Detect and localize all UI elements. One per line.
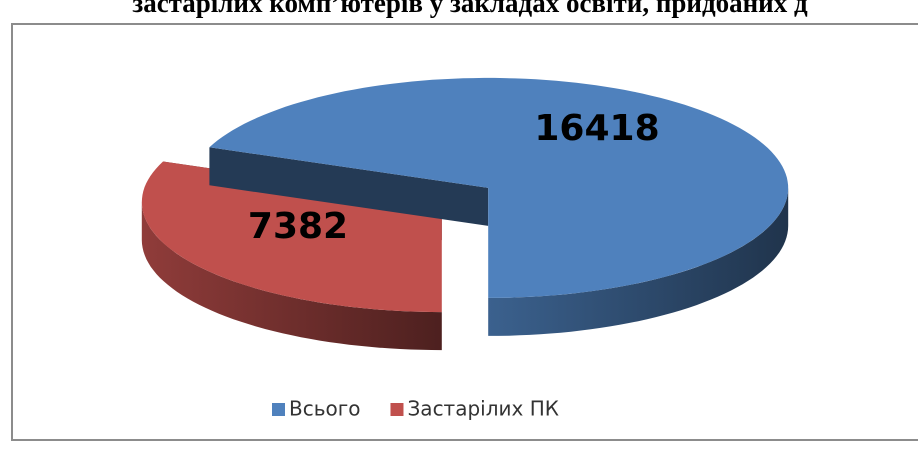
slice — [209, 77, 789, 298]
legend-swatch — [390, 403, 404, 416]
legend-swatch — [272, 403, 285, 416]
legend-label: Всього — [289, 397, 360, 421]
slice-wall — [141, 202, 442, 351]
value-label: 16418 — [534, 108, 659, 149]
legend-label: Застарілих ПК — [407, 397, 558, 421]
slice-side — [209, 147, 489, 226]
value-label: 7382 — [248, 206, 348, 247]
slice-wall — [488, 187, 789, 336]
chart-title: застарілих комп’ютерів у закладах освіти… — [132, 0, 808, 18]
